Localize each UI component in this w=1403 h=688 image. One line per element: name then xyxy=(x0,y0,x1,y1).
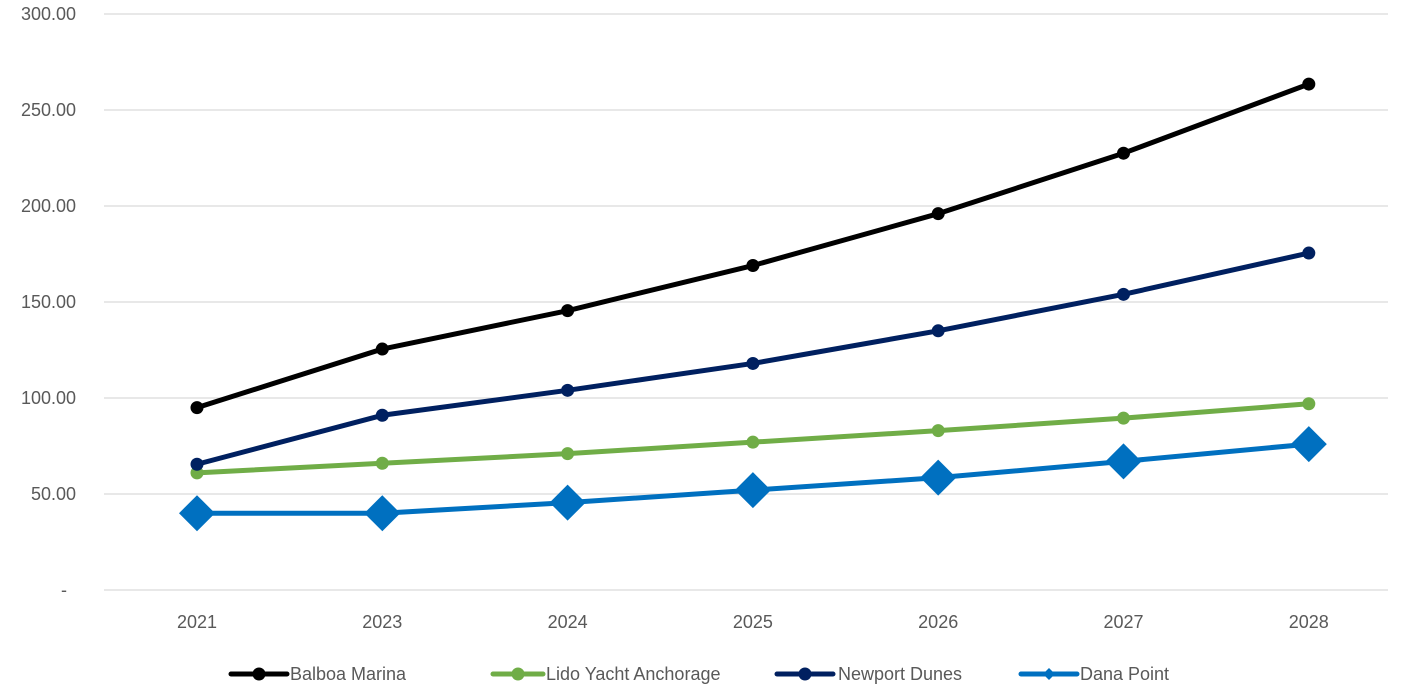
x-tick-label: 2028 xyxy=(1289,612,1329,632)
data-point xyxy=(375,408,389,422)
data-point xyxy=(931,424,945,438)
y-axis: - 50.00 100.00 150.00 200.00 250.00 300.00 xyxy=(21,4,76,600)
y-tick-label: - xyxy=(61,580,67,600)
x-tick-label: 2025 xyxy=(733,612,773,632)
data-point xyxy=(920,459,957,496)
data-point xyxy=(746,356,760,370)
data-point xyxy=(190,401,204,415)
x-tick-label: 2027 xyxy=(1103,612,1143,632)
series-dana-point xyxy=(179,426,1327,532)
data-point xyxy=(375,456,389,470)
data-point xyxy=(190,457,204,471)
data-point xyxy=(1302,246,1316,260)
data-point xyxy=(375,342,389,356)
data-point xyxy=(561,304,575,318)
legend-marker xyxy=(511,667,525,681)
x-tick-label: 2026 xyxy=(918,612,958,632)
y-tick-label: 100.00 xyxy=(21,388,76,408)
y-tick-label: 200.00 xyxy=(21,196,76,216)
y-tick-label: 300.00 xyxy=(21,4,76,24)
data-point xyxy=(1117,411,1130,425)
x-tick-label: 2023 xyxy=(362,612,402,632)
legend-label: Dana Point xyxy=(1080,664,1169,684)
y-tick-label: 150.00 xyxy=(21,292,76,312)
data-point xyxy=(1117,146,1130,160)
data-point xyxy=(931,324,945,338)
legend-item-balboa-marina: Balboa Marina xyxy=(228,664,407,684)
data-point xyxy=(734,472,771,509)
data-point xyxy=(746,435,760,449)
data-point xyxy=(1105,443,1142,480)
data-point xyxy=(179,495,215,532)
legend-item-lido-yacht-anchorage: Lido Yacht Anchorage xyxy=(490,664,720,684)
legend: Balboa Marina Lido Yacht Anchorage Newport… xyxy=(228,664,1169,684)
legend-label: Newport Dunes xyxy=(838,664,962,684)
data-point xyxy=(1290,426,1327,463)
data-point xyxy=(746,259,760,273)
legend-item-newport-dunes: Newport Dunes xyxy=(774,664,962,684)
y-tick-label: 250.00 xyxy=(21,100,76,120)
data-point xyxy=(364,495,401,532)
data-point xyxy=(549,484,586,521)
series-newport-dunes xyxy=(190,246,1316,471)
x-axis: 2021 2023 2024 2025 2026 2027 2028 xyxy=(177,612,1329,632)
y-tick-label: 50.00 xyxy=(31,484,76,504)
series-lines xyxy=(179,77,1327,532)
legend-label: Lido Yacht Anchorage xyxy=(546,664,720,684)
legend-item-dana-point: Dana Point xyxy=(1018,664,1169,684)
data-point xyxy=(1302,77,1316,91)
x-tick-label: 2024 xyxy=(548,612,588,632)
data-point xyxy=(561,447,575,461)
legend-marker xyxy=(1043,668,1055,680)
gridlines xyxy=(104,13,1388,591)
legend-marker xyxy=(252,667,266,681)
series-balboa-marina xyxy=(190,77,1316,415)
legend-label: Balboa Marina xyxy=(290,664,407,684)
data-point xyxy=(561,383,575,397)
x-tick-label: 2021 xyxy=(177,612,217,632)
series-lido-yacht-anchorage xyxy=(190,397,1316,480)
data-point xyxy=(1302,397,1316,411)
legend-marker xyxy=(798,667,812,681)
data-point xyxy=(931,207,945,221)
data-point xyxy=(1117,287,1130,301)
